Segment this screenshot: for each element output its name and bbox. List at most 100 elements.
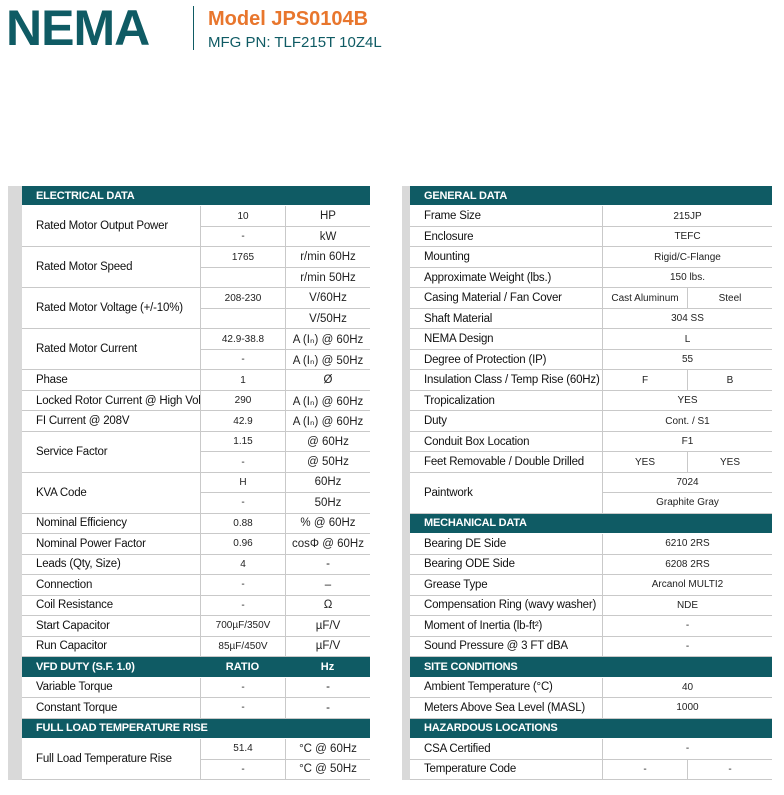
value: 6208 2RS: [602, 554, 772, 576]
section-header: FULL LOAD TEMPERATURE RISE: [22, 718, 370, 740]
row-label: Feet Removable / Double Drilled: [410, 452, 602, 473]
row-label: Meters Above Sea Level (MASL): [410, 698, 602, 719]
row-label: Casing Material / Fan Cover: [410, 288, 602, 309]
value: -: [200, 595, 285, 617]
unit: A (Iₙ) @ 60Hz: [285, 390, 370, 412]
row-label: Coil Resistance: [22, 596, 200, 617]
value: -: [602, 739, 772, 760]
mfg-pn: MFG PN: TLF215T 10Z4L: [208, 34, 382, 51]
row-label: Frame Size: [410, 206, 602, 227]
value: YES: [602, 452, 687, 473]
value: NDE: [602, 595, 772, 617]
row-label: Mounting: [410, 247, 602, 268]
row-label: Phase: [22, 370, 200, 391]
row-label: Start Capacitor: [22, 616, 200, 637]
value: -: [200, 493, 285, 514]
row-label: Rated Motor Output Power: [22, 206, 200, 248]
value: -: [200, 575, 285, 596]
row-label: Rated Motor Speed: [22, 247, 200, 289]
unit: V/50Hz: [285, 308, 370, 330]
value: 290: [200, 390, 285, 412]
unit: Ø: [285, 370, 370, 391]
value: -: [602, 636, 772, 658]
unit: µF/V: [285, 636, 370, 658]
value: L: [602, 329, 772, 350]
row-label: Insulation Class / Temp Rise (60Hz): [410, 370, 602, 391]
row-label: Enclosure: [410, 227, 602, 248]
unit: @ 50Hz: [285, 452, 370, 473]
section-header: ELECTRICAL DATA: [22, 186, 370, 207]
logo: NEMA: [6, 0, 150, 56]
row-label: Bearing DE Side: [410, 534, 602, 555]
value: 10: [200, 206, 285, 227]
value: -: [200, 349, 285, 371]
unit: % @ 60Hz: [285, 513, 370, 535]
value: [200, 267, 285, 289]
value: 0.96: [200, 534, 285, 555]
section-header: GENERAL DATA: [410, 186, 772, 207]
unit: V/60Hz: [285, 288, 370, 309]
value: 55: [602, 349, 772, 371]
row-label: Nominal Efficiency: [22, 514, 200, 535]
unit: @ 60Hz: [285, 431, 370, 453]
section-header: SITE CONDITIONS: [410, 657, 772, 678]
value: TEFC: [602, 226, 772, 248]
value: -: [200, 226, 285, 248]
unit: 50Hz: [285, 493, 370, 514]
row-label: Degree of Protection (IP): [410, 350, 602, 371]
unit: A (Iₙ) @ 60Hz: [285, 411, 370, 432]
unit: HP: [285, 206, 370, 227]
separator: [193, 6, 194, 50]
row-label: Temperature Code: [410, 760, 602, 780]
value: 0.88: [200, 513, 285, 535]
value: H: [200, 472, 285, 494]
row-label: Duty: [410, 411, 602, 432]
row-label: Leads (Qty, Size): [22, 555, 200, 576]
value: YES: [602, 390, 772, 412]
row-label: Paintwork: [410, 473, 602, 514]
value: 1: [200, 370, 285, 391]
value: 6210 2RS: [602, 534, 772, 555]
row-label: Nominal Power Factor: [22, 534, 200, 555]
row-label: Compensation Ring (wavy washer): [410, 596, 602, 617]
row-label: Full Load Temperature Rise: [22, 739, 200, 780]
value: YES: [687, 452, 772, 473]
row-label: FI Current @ 208V: [22, 411, 200, 432]
value: -: [687, 759, 772, 780]
value: [200, 308, 285, 330]
row-label: CSA Certified: [410, 739, 602, 760]
value: 51.4: [200, 739, 285, 760]
value: 4: [200, 554, 285, 576]
value: B: [687, 370, 772, 391]
value: 42.9-38.8: [200, 329, 285, 350]
unit: A (Iₙ) @ 50Hz: [285, 349, 370, 371]
unit: –: [285, 575, 370, 596]
value: Steel: [687, 288, 772, 309]
value: -: [602, 759, 687, 780]
row-label: Conduit Box Location: [410, 432, 602, 453]
row-label: Rated Motor Current: [22, 329, 200, 371]
unit: -: [285, 698, 370, 719]
row-label: Shaft Material: [410, 309, 602, 330]
value: 1000: [602, 698, 772, 719]
value: 304 SS: [602, 308, 772, 330]
value: Graphite Gray: [602, 493, 772, 514]
value: 85µF/450V: [200, 636, 285, 658]
unit: °C @ 50Hz: [285, 759, 370, 780]
value: Cont. / S1: [602, 411, 772, 432]
unit: -: [285, 677, 370, 699]
unit: cosΦ @ 60Hz: [285, 534, 370, 555]
row-label: Grease Type: [410, 575, 602, 596]
unit: µF/V: [285, 616, 370, 637]
value: -: [602, 616, 772, 637]
row-label: Bearing ODE Side: [410, 555, 602, 576]
row-label: Service Factor: [22, 432, 200, 473]
value: -: [200, 698, 285, 719]
row-label: Approximate Weight (lbs.): [410, 268, 602, 289]
value: 1.15: [200, 431, 285, 453]
value: -: [200, 452, 285, 473]
side-strip: [402, 186, 410, 780]
value: 208-230: [200, 288, 285, 309]
unit: °C @ 60Hz: [285, 739, 370, 760]
